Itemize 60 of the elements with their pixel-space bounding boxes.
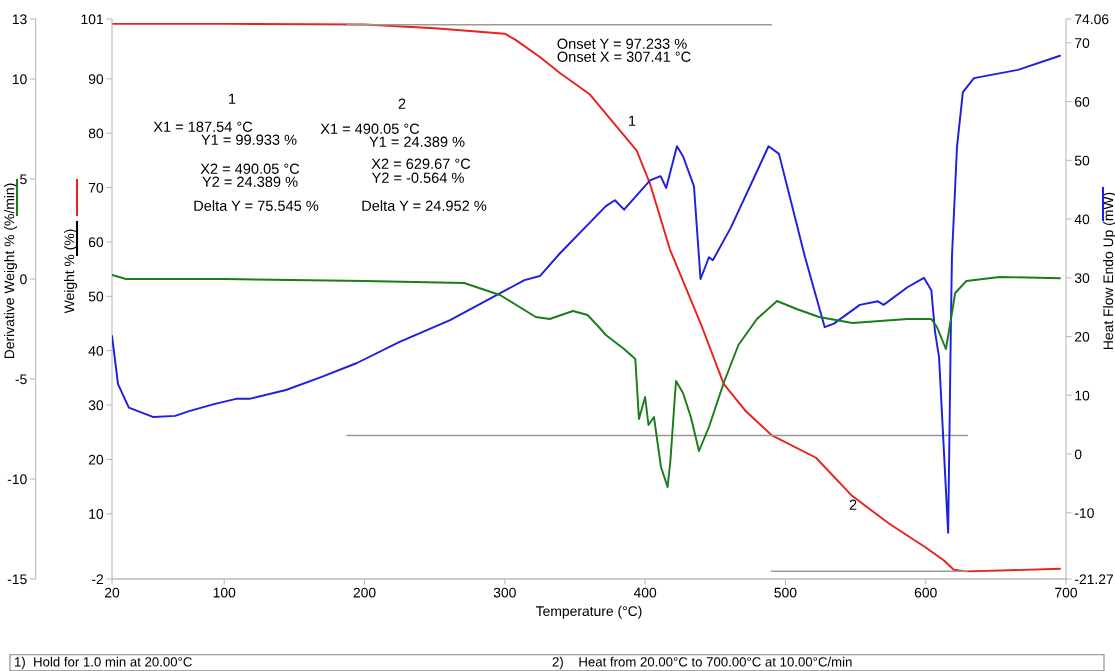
y2-tick-label: 60	[1075, 96, 1090, 107]
y3-tick-label: -5	[15, 374, 27, 385]
text: 2) Heat from 20.00°C to 700.00°C at 10.00°C/min	[552, 656, 852, 670]
x-tick-label: 600	[914, 587, 937, 598]
y3-tick-label: 10	[12, 74, 27, 85]
annotation: X2 = 629.67 °C	[371, 158, 471, 169]
annotation: Onset Y = 97.233 %	[557, 38, 687, 49]
y2-tick-label: 74.06	[1075, 14, 1109, 25]
y3-tick-label: 0	[20, 274, 27, 285]
y-tick-label: -2	[91, 574, 103, 585]
y-tick-label: 30	[88, 400, 104, 411]
y2-tick-label: 0	[1074, 449, 1082, 460]
annotation: 1	[229, 93, 236, 104]
annotation: X1 = 187.54 °C	[153, 121, 253, 132]
line-series	[112, 274, 1061, 488]
y2-tick-label: 20	[1075, 331, 1090, 342]
y2-tick-label: 40	[1074, 214, 1090, 225]
annotation: X2 = 490.05 °C	[200, 163, 300, 174]
y-tick-label: 20	[88, 454, 104, 465]
x-tick-label: 100	[213, 587, 236, 598]
annotation: Y1 = 99.933 %	[201, 134, 297, 145]
annotation: Onset X = 307.41 °C	[557, 51, 691, 62]
x-axis-title: Temperature (°C)	[535, 605, 642, 619]
y2-tick-label: -21.27	[1074, 574, 1114, 585]
x-tick-label: 500	[774, 587, 797, 598]
y3-axis-title: Derivative Weight % (%/min)	[4, 183, 17, 359]
y-tick-label: 60	[88, 237, 104, 248]
x-tick-label: 300	[493, 587, 516, 598]
text: 1) Hold for 1.0 min at 20.00°C	[15, 656, 192, 670]
x-tick-label: 400	[633, 587, 657, 598]
y2-tick-label: 70	[1075, 38, 1090, 49]
annotation: 1	[629, 115, 636, 126]
y-tick-label: 80	[88, 128, 104, 139]
y-tick-label: 10	[89, 509, 104, 519]
x-tick-label: 200	[353, 587, 376, 598]
y3-tick-label: 5	[20, 174, 27, 185]
y-tick-label: 50	[88, 291, 104, 302]
annotation: 2	[398, 98, 406, 109]
y3-tick-label: -15	[7, 574, 27, 585]
annotation: Y1 = 24.389 %	[369, 136, 465, 147]
x-tick-label: 700	[1055, 587, 1078, 598]
y2-axis-title: Heat Flow Endo Up (mW)	[1103, 192, 1115, 349]
y-tick-label: 101	[81, 14, 103, 25]
y3-tick-label: -10	[7, 474, 27, 485]
annotation: X1 = 490.05 °C	[320, 123, 420, 134]
y3-tick-label: 13	[12, 14, 27, 25]
y-tick-label: 70	[88, 182, 104, 193]
y2-tick-label: 50	[1074, 155, 1090, 166]
y2-tick-label: 30	[1074, 273, 1090, 283]
y-tick-label: 90	[88, 74, 104, 84]
y-tick-label: 40	[88, 345, 104, 356]
y2-tick-label: 10	[1075, 390, 1090, 401]
annotation: Y2 = 24.389 %	[202, 176, 298, 187]
annotation: Delta Y = 75.545 %	[194, 200, 319, 211]
y2-tick-label: -10	[1074, 508, 1094, 518]
y-axis-title: Weight % (%)	[64, 229, 77, 314]
annotation: Y2 = -0.564 %	[371, 172, 464, 183]
annotation: 2	[849, 499, 857, 510]
x-tick-label: 20	[104, 587, 120, 598]
annotation: Delta Y = 24.952 %	[362, 200, 487, 211]
